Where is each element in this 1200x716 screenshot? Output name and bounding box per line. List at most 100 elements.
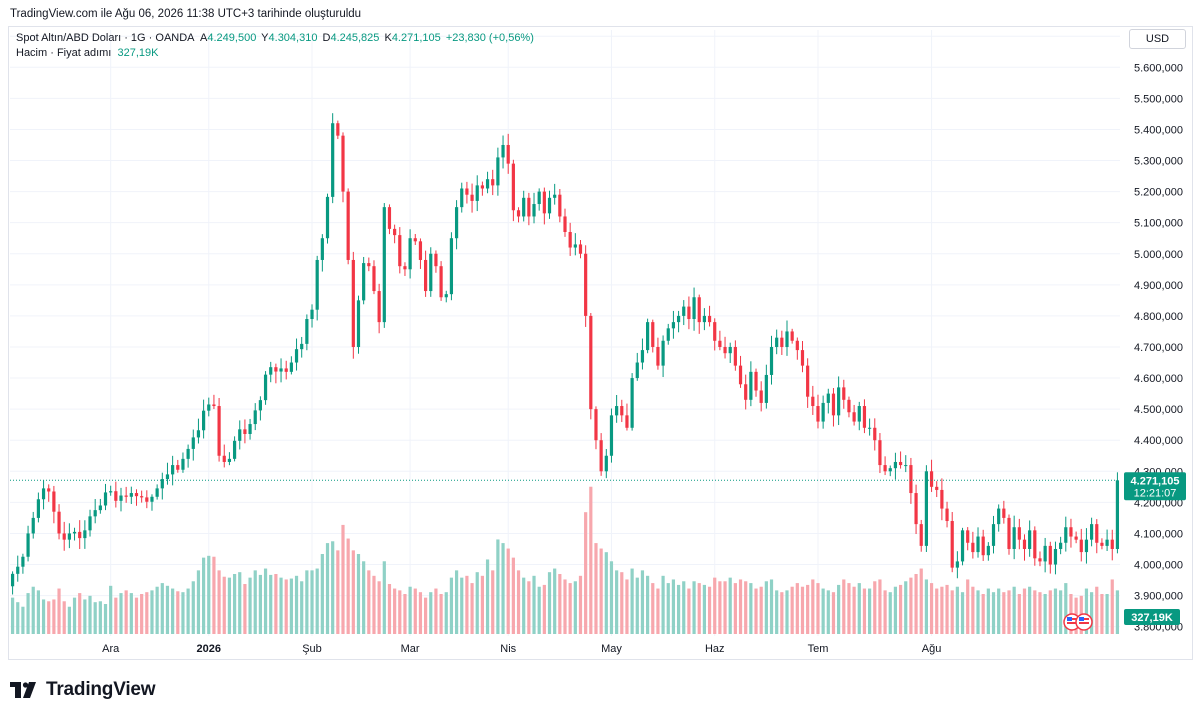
tradingview-logo[interactable]: TradingView xyxy=(10,679,156,701)
axes: 3.800,0003.900,0004.000,0004.100,0004.20… xyxy=(102,31,1183,655)
currency-selector[interactable]: USD xyxy=(1129,29,1186,49)
volume-bar xyxy=(186,588,190,634)
candle xyxy=(26,533,30,557)
candle xyxy=(935,486,939,490)
candle xyxy=(398,235,402,267)
volume-bar xyxy=(429,592,433,634)
volume-bar xyxy=(594,543,598,634)
candle xyxy=(553,194,557,198)
high-label: Y xyxy=(261,32,269,44)
candle xyxy=(140,496,144,498)
x-tick-label: May xyxy=(601,643,622,655)
y-tick-label: 3.900,000 xyxy=(1134,591,1183,603)
volume-bar xyxy=(707,586,712,634)
legend-symbol[interactable]: Spot Altın/ABD Doları · 1G · OANDA xyxy=(16,32,195,44)
candle xyxy=(325,196,330,239)
candle xyxy=(331,123,335,197)
y-tick-label: 4.700,000 xyxy=(1134,342,1183,354)
candle xyxy=(1028,530,1032,549)
volume-bar xyxy=(904,581,908,634)
x-tick-label: Haz xyxy=(705,643,725,655)
volume-bar xyxy=(991,592,996,634)
volume-bar xyxy=(826,590,830,634)
volume-bar xyxy=(88,595,92,634)
volume-bar xyxy=(444,592,448,634)
volume-bar xyxy=(418,592,423,634)
candle xyxy=(888,468,892,472)
volume-bar xyxy=(764,581,768,634)
volume-bar xyxy=(346,538,350,634)
candle xyxy=(248,424,252,434)
candle xyxy=(310,309,314,320)
volume-label[interactable]: Hacim · Fiyat adımı xyxy=(16,47,112,59)
candle xyxy=(852,412,856,422)
candle xyxy=(594,409,598,441)
y-tick-label: 4.600,000 xyxy=(1134,373,1183,385)
volume-bar xyxy=(496,539,500,634)
volume-bar xyxy=(114,597,118,634)
candle xyxy=(940,489,944,509)
volume-bar xyxy=(460,577,464,634)
candle xyxy=(10,573,15,587)
volume-bar xyxy=(837,584,841,634)
volume-bar xyxy=(919,568,923,634)
volume-bar xyxy=(775,590,779,634)
volume-bar xyxy=(651,583,655,634)
candle xyxy=(1022,539,1027,549)
volume-bar xyxy=(971,586,975,634)
candle xyxy=(671,322,676,329)
candle xyxy=(707,315,712,323)
candle xyxy=(1090,524,1094,540)
candle xyxy=(284,368,288,372)
legend-volume: Hacim · Fiyat adımı 327,19K xyxy=(16,47,160,59)
volume-bar xyxy=(1059,590,1063,634)
us-flag-icon[interactable] xyxy=(1075,613,1093,631)
candle xyxy=(496,157,500,186)
candle xyxy=(1064,527,1068,543)
candle xyxy=(124,495,128,497)
candle xyxy=(919,524,923,546)
volume-bar xyxy=(134,597,139,634)
candle xyxy=(217,406,221,456)
volume-bar xyxy=(310,570,314,634)
candle xyxy=(62,533,66,540)
y-tick-label: 4.500,000 xyxy=(1134,404,1183,416)
candle xyxy=(532,204,536,217)
volume-bar xyxy=(898,584,903,634)
volume-bar xyxy=(656,588,660,634)
candle xyxy=(103,492,108,506)
candle xyxy=(460,188,464,208)
y-tick-label: 4.900,000 xyxy=(1134,280,1183,292)
volume-bar xyxy=(800,586,805,634)
candle xyxy=(522,197,526,217)
candlesticks xyxy=(10,113,1120,595)
brand-name: TradingView xyxy=(46,679,156,700)
candle xyxy=(744,384,748,400)
candle xyxy=(444,294,448,298)
candle xyxy=(1017,527,1021,540)
candle xyxy=(661,340,665,366)
volume-bar xyxy=(62,601,66,634)
candle xyxy=(253,410,257,425)
volume-bar xyxy=(238,572,242,634)
candle xyxy=(997,508,1001,525)
candle xyxy=(775,337,779,347)
volume-bar xyxy=(723,581,727,634)
candle xyxy=(857,406,861,422)
volume-bar xyxy=(821,588,825,634)
candle xyxy=(98,505,102,511)
candle xyxy=(568,232,572,248)
candle xyxy=(424,259,428,292)
volume-bar xyxy=(1043,594,1047,634)
candle xyxy=(1043,545,1047,562)
candle xyxy=(728,346,732,354)
y-tick-label: 5.000,000 xyxy=(1134,249,1183,261)
volume-bar xyxy=(666,583,670,634)
candle xyxy=(929,471,934,487)
volume-bar xyxy=(165,585,170,634)
candle xyxy=(666,328,670,341)
volume-bar xyxy=(522,577,526,634)
volume-bar xyxy=(1012,586,1016,634)
candle xyxy=(341,135,345,192)
